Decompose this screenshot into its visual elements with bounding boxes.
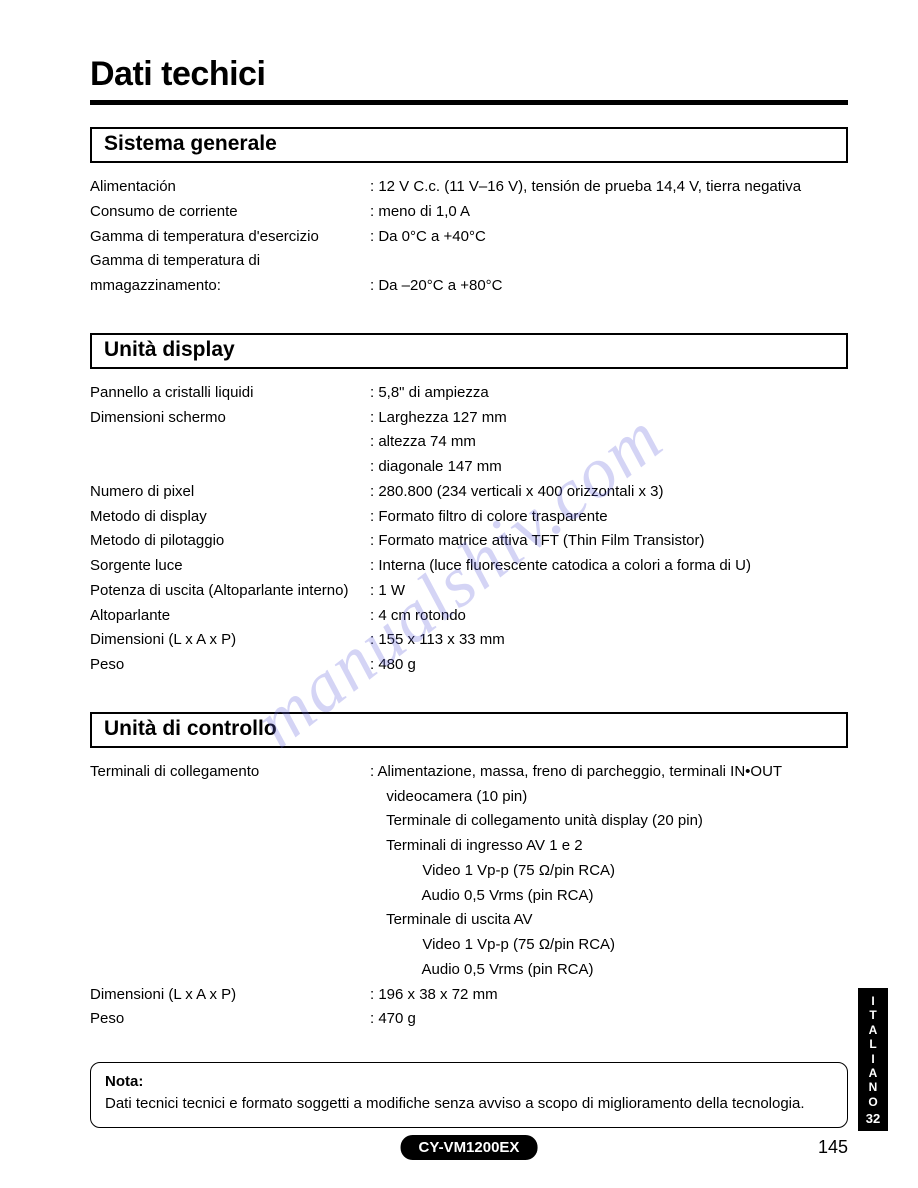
- note-body: Dati tecnici tecnici e formato soggetti …: [105, 1095, 805, 1112]
- spec-value: : 480 g: [370, 653, 848, 678]
- spec-label: Altoparlante: [90, 604, 370, 629]
- spec-value: : Formato filtro di colore trasparente: [370, 505, 848, 530]
- spec-value: : Terminale di collegamento unità displa…: [370, 809, 848, 834]
- spec-label: Gamma di temperatura di mmagazzinamento:: [90, 249, 370, 299]
- spec-row: Dimensioni (L x A x P): 196 x 38 x 72 mm: [90, 983, 848, 1008]
- spec-row: : Audio 0,5 Vrms (pin RCA): [90, 884, 848, 909]
- spec-value: : altezza 74 mm: [370, 430, 848, 455]
- lang-letter: A: [858, 1023, 888, 1037]
- spec-row: Terminali di collegamento: Alimentazione…: [90, 760, 848, 785]
- spec-value: : Da –20°C a +80°C: [370, 274, 848, 299]
- lang-letter: I: [858, 1052, 888, 1066]
- spec-row: Potenza di uscita (Altoparlante interno)…: [90, 579, 848, 604]
- spec-row: Peso: 470 g: [90, 1007, 848, 1032]
- title-rule: [90, 100, 848, 105]
- spec-row: Gamma di temperatura d'esercizio : Da 0°…: [90, 225, 848, 250]
- spec-value: : 155 x 113 x 33 mm: [370, 628, 848, 653]
- spec-label: Gamma di temperatura d'esercizio: [90, 225, 370, 250]
- spec-label: Consumo de corriente: [90, 200, 370, 225]
- page-number: 145: [818, 1137, 848, 1158]
- spec-value: : 4 cm rotondo: [370, 604, 848, 629]
- spec-row: Dimensioni (L x A x P): 155 x 113 x 33 m…: [90, 628, 848, 653]
- spec-label: Peso: [90, 653, 370, 678]
- spec-value: : Alimentazione, massa, freno di parcheg…: [370, 760, 848, 785]
- spec-label: Dimensioni (L x A x P): [90, 628, 370, 653]
- spec-value: : 280.800 (234 verticali x 400 orizzonta…: [370, 480, 848, 505]
- spec-value: : videocamera (10 pin): [370, 785, 848, 810]
- spec-value: : Audio 0,5 Vrms (pin RCA): [370, 884, 848, 909]
- section-header-general: Sistema generale: [90, 127, 848, 163]
- language-tab: ITALIANO32: [858, 988, 888, 1131]
- spec-row: Numero di pixel: 280.800 (234 verticali …: [90, 480, 848, 505]
- section-title-general: Sistema generale: [104, 132, 834, 156]
- spec-value: : Terminali di ingresso AV 1 e 2: [370, 834, 848, 859]
- model-pill: CY-VM1200EX: [401, 1135, 538, 1160]
- page: manualshiv.com Dati techici Sistema gene…: [0, 0, 918, 1168]
- spec-row: Sorgente luce: Interna (luce fluorescent…: [90, 554, 848, 579]
- spec-row: Metodo di pilotaggio: Formato matrice at…: [90, 529, 848, 554]
- page-title: Dati techici: [90, 55, 848, 94]
- spec-row: : Terminale di collegamento unità displa…: [90, 809, 848, 834]
- spec-value: : meno di 1,0 A: [370, 200, 848, 225]
- spec-row: Metodo di display: Formato filtro di col…: [90, 505, 848, 530]
- section-title-display: Unità display: [104, 338, 834, 362]
- spec-value: : 5,8" di ampiezza: [370, 381, 848, 406]
- spec-table-display: Pannello a cristalli liquidi: 5,8" di am…: [90, 381, 848, 678]
- spec-value: : Formato matrice attiva TFT (Thin Film …: [370, 529, 848, 554]
- tab-number: 32: [858, 1111, 888, 1127]
- note-title: Nota:: [105, 1073, 143, 1090]
- spec-label: Terminali di collegamento: [90, 760, 370, 785]
- spec-label: Metodo di display: [90, 505, 370, 530]
- spec-value: : diagonale 147 mm: [370, 455, 848, 480]
- note-box: Nota: Dati tecnici tecnici e formato sog…: [90, 1062, 848, 1128]
- spec-row: : Video 1 Vp-p (75 Ω/pin RCA): [90, 933, 848, 958]
- spec-row: : videocamera (10 pin): [90, 785, 848, 810]
- spec-label: Potenza di uscita (Altoparlante interno): [90, 579, 370, 604]
- spec-label: Alimentación: [90, 175, 370, 200]
- spec-value: : 12 V C.c. (11 V–16 V), tensión de prue…: [370, 175, 848, 200]
- spec-label: Dimensioni schermo: [90, 406, 370, 431]
- spec-row: Alimentación : 12 V C.c. (11 V–16 V), te…: [90, 175, 848, 200]
- spec-table-control: Terminali di collegamento: Alimentazione…: [90, 760, 848, 1032]
- spec-row: Pannello a cristalli liquidi: 5,8" di am…: [90, 381, 848, 406]
- spec-row: : Video 1 Vp-p (75 Ω/pin RCA): [90, 859, 848, 884]
- spec-row: Dimensioni schermo: Larghezza 127 mm: [90, 406, 848, 431]
- spec-label: Peso: [90, 1007, 370, 1032]
- section-title-control: Unità di controllo: [104, 717, 834, 741]
- section-header-control: Unità di controllo: [90, 712, 848, 748]
- spec-label: Metodo di pilotaggio: [90, 529, 370, 554]
- lang-letter: A: [858, 1066, 888, 1080]
- spec-value: : Da 0°C a +40°C: [370, 225, 848, 250]
- spec-value: : Larghezza 127 mm: [370, 406, 848, 431]
- spec-value: : Interna (luce fluorescente catodica a …: [370, 554, 848, 579]
- spec-value: : Video 1 Vp-p (75 Ω/pin RCA): [370, 933, 848, 958]
- spec-row: Peso: 480 g: [90, 653, 848, 678]
- lang-letter: I: [858, 994, 888, 1008]
- spec-row: : diagonale 147 mm: [90, 455, 848, 480]
- spec-value: : 196 x 38 x 72 mm: [370, 983, 848, 1008]
- spec-row: Altoparlante: 4 cm rotondo: [90, 604, 848, 629]
- spec-row: : Terminali di ingresso AV 1 e 2: [90, 834, 848, 859]
- spec-value: : Video 1 Vp-p (75 Ω/pin RCA): [370, 859, 848, 884]
- spec-label: Dimensioni (L x A x P): [90, 983, 370, 1008]
- spec-label: Numero di pixel: [90, 480, 370, 505]
- spec-row: Gamma di temperatura di mmagazzinamento:…: [90, 249, 848, 299]
- spec-table-general: Alimentación : 12 V C.c. (11 V–16 V), te…: [90, 175, 848, 299]
- lang-letter: L: [858, 1037, 888, 1051]
- spec-label: Sorgente luce: [90, 554, 370, 579]
- spec-row: : altezza 74 mm: [90, 430, 848, 455]
- page-footer: CY-VM1200EX 145: [90, 1137, 848, 1158]
- spec-value: : Terminale di uscita AV: [370, 908, 848, 933]
- lang-letter: N: [858, 1080, 888, 1094]
- spec-value: : 470 g: [370, 1007, 848, 1032]
- lang-letter: T: [858, 1008, 888, 1022]
- spec-row: : Terminale di uscita AV: [90, 908, 848, 933]
- spec-row: : Audio 0,5 Vrms (pin RCA): [90, 958, 848, 983]
- spec-row: Consumo de corriente : meno di 1,0 A: [90, 200, 848, 225]
- lang-letter: O: [858, 1095, 888, 1109]
- spec-value: : 1 W: [370, 579, 848, 604]
- spec-label: Pannello a cristalli liquidi: [90, 381, 370, 406]
- spec-value: : Audio 0,5 Vrms (pin RCA): [370, 958, 848, 983]
- section-header-display: Unità display: [90, 333, 848, 369]
